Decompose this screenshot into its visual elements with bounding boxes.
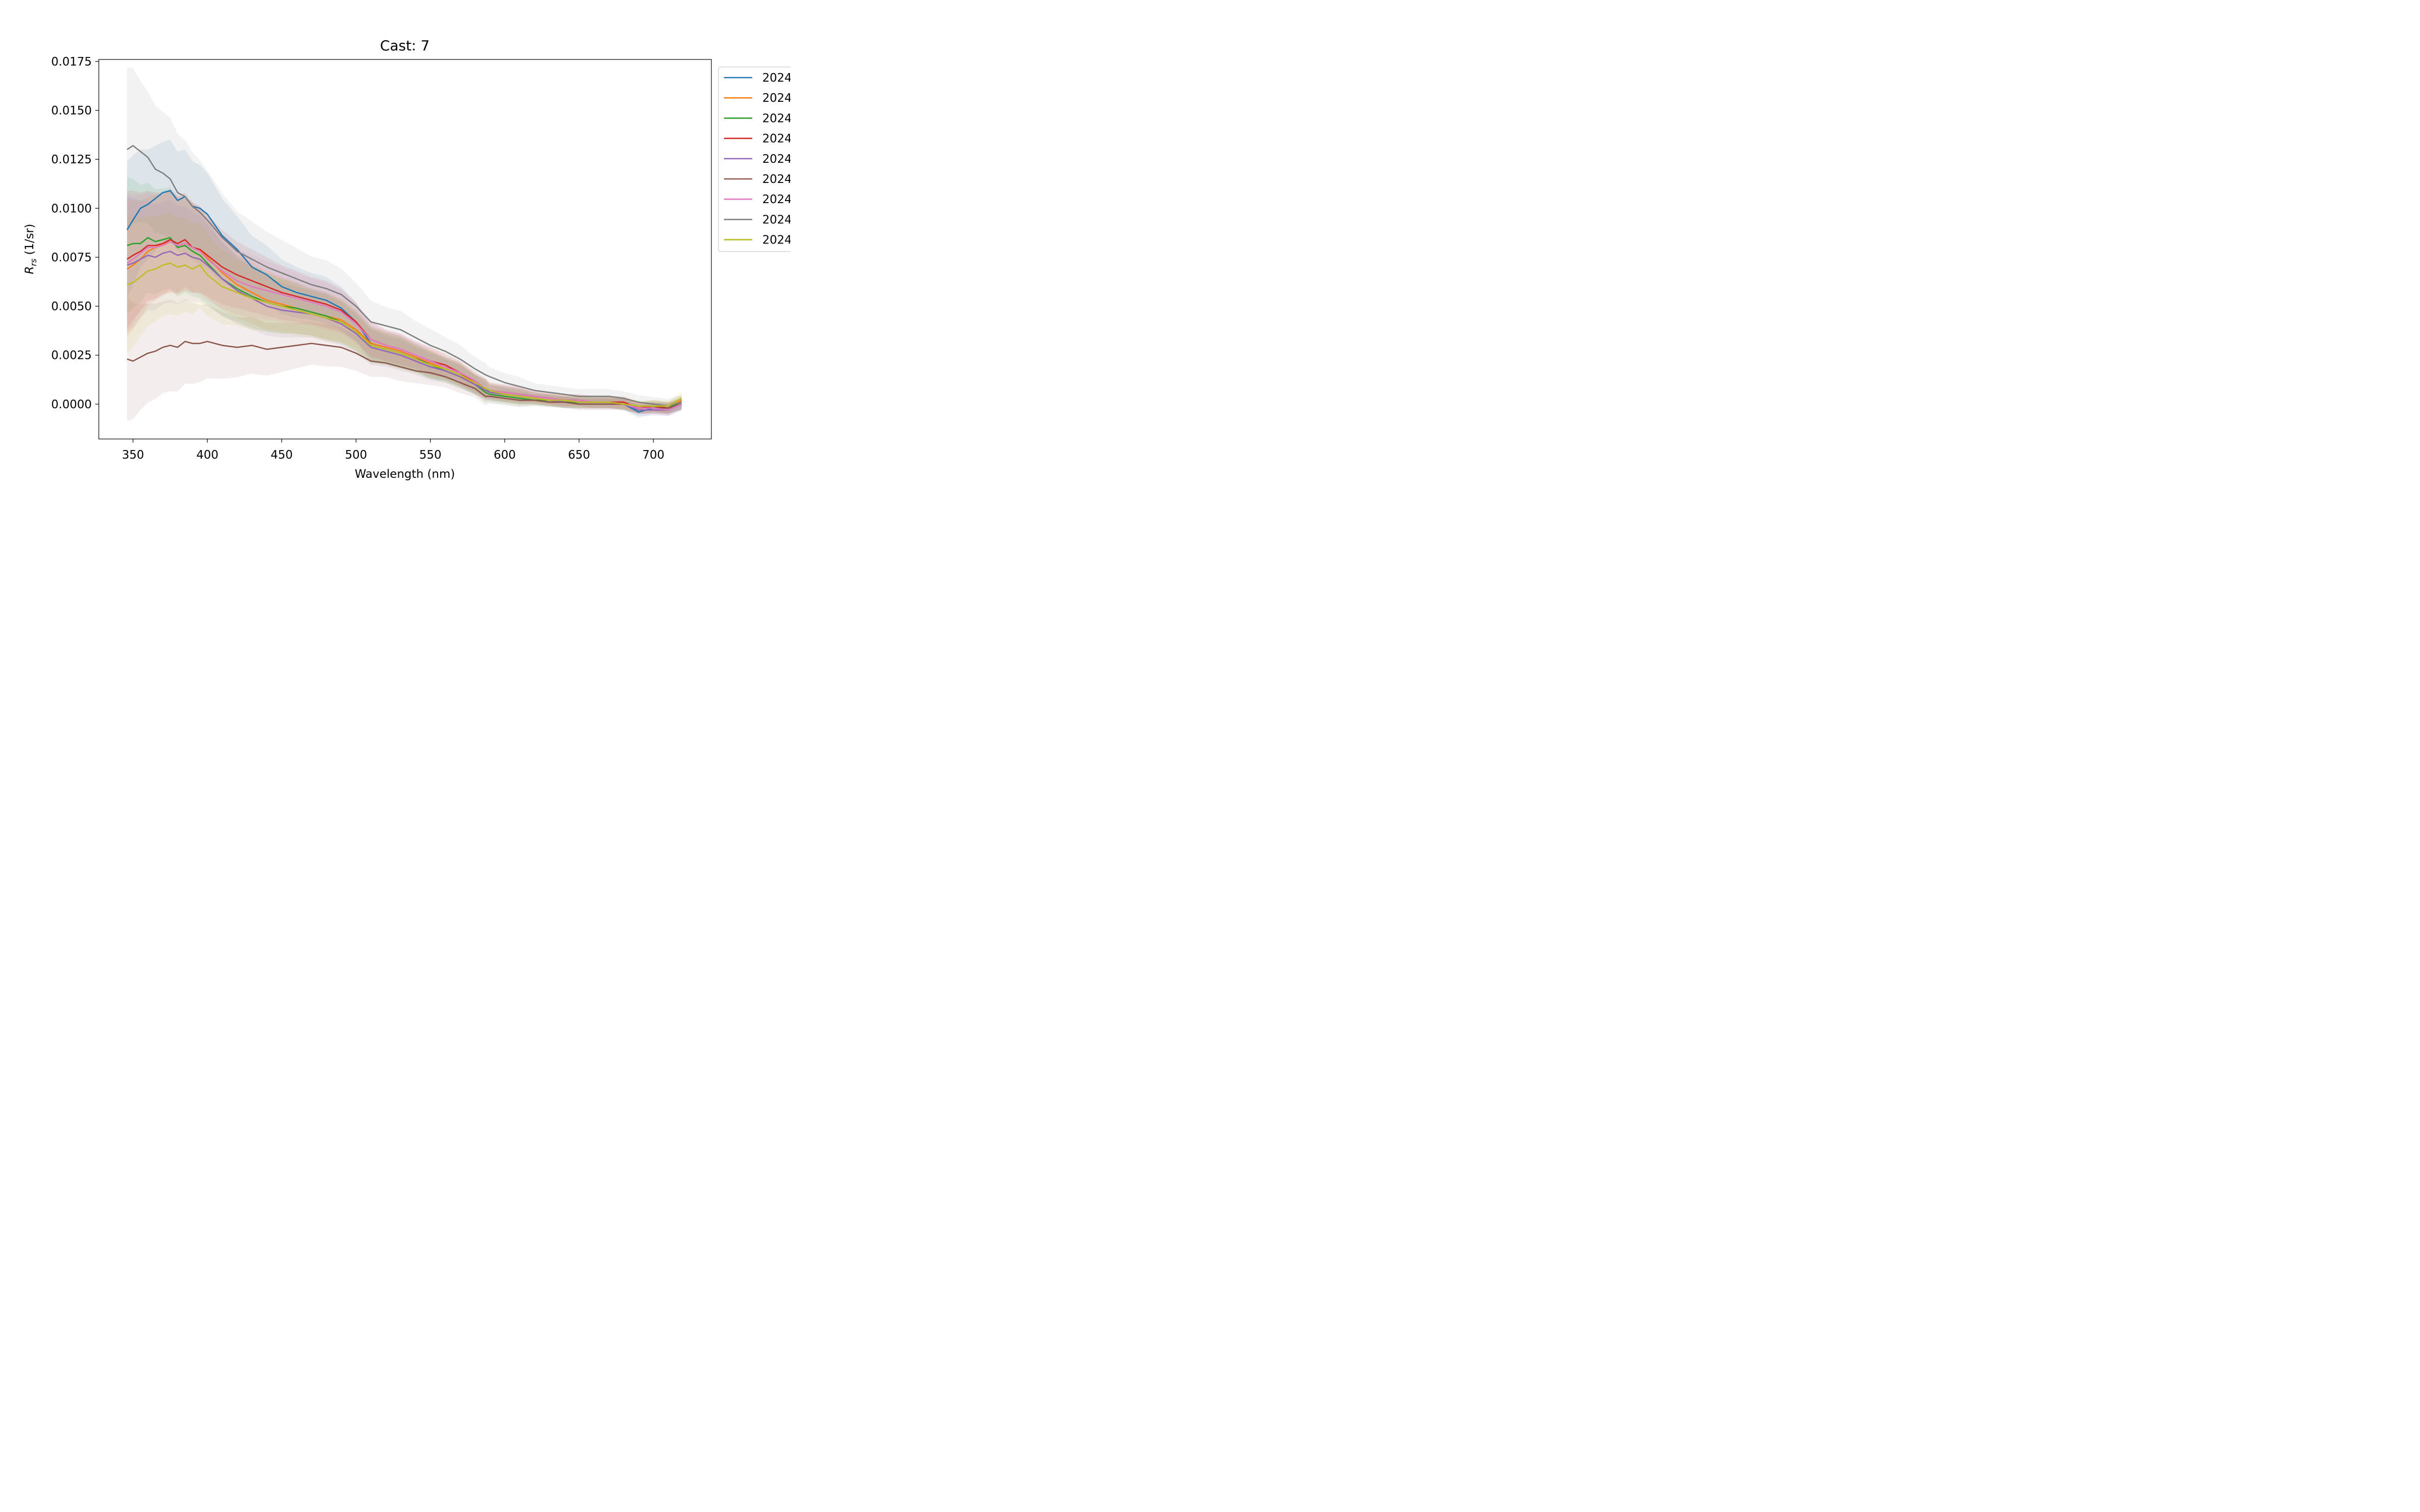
legend-label: 2024 [762, 92, 791, 105]
x-axis-ticks: 350 400 450 500 550 600 650 700 [122, 439, 664, 462]
series-4-band [127, 188, 682, 414]
x-tick-label: 400 [196, 449, 218, 462]
series-6-band [127, 297, 682, 421]
chart-title: Cast: 7 [380, 37, 430, 54]
series-9-band [127, 212, 682, 412]
legend-label: 2024 [762, 133, 791, 146]
legend-label: 2024 [762, 193, 791, 206]
legend-label: 2024 [762, 112, 791, 125]
x-tick-label: 350 [122, 449, 144, 462]
series-6-line [127, 341, 682, 409]
plot-frame [98, 59, 712, 439]
x-tick-label: 450 [271, 449, 293, 462]
series-1-band [127, 140, 682, 418]
x-tick-label: 700 [642, 449, 664, 462]
y-tick-label: 0.0125 [51, 153, 92, 166]
legend: 2024 2024 2024 2024 2024 2024 2024 2024 2024 [718, 67, 791, 252]
legend-frame [718, 67, 791, 252]
y-tick-label: 0.0025 [51, 349, 92, 362]
series-lines [126, 145, 682, 413]
series-2-band [127, 191, 682, 414]
chart-figure: 350 400 450 500 550 600 650 700 0.00000.00250.0… [23, 37, 791, 481]
x-axis-label: Wavelength (nm) [355, 468, 455, 481]
y-axis-label: Rrs (1/sr) [23, 224, 38, 274]
legend-label: 2024 [762, 234, 791, 247]
y-axis-label-main: R [23, 266, 36, 274]
y-tick-label: 0.0100 [51, 202, 92, 215]
series-7-line [127, 241, 682, 411]
y-tick-label: 0.0050 [51, 300, 92, 313]
x-tick-label: 650 [568, 449, 590, 462]
y-axis-ticks: 0.0000 0.0025 0.0050 0.0075 0.0100 0.0125 0.01… [51, 55, 99, 411]
series-8-band [127, 67, 682, 413]
series-3-band [127, 177, 682, 414]
series-8-line [127, 145, 682, 407]
legend-label: 2024 [762, 213, 791, 226]
series-9-line [127, 262, 682, 407]
x-tick-label: 500 [345, 449, 367, 462]
x-tick-label: 600 [494, 449, 516, 462]
y-axis-label-sub: rs [29, 259, 38, 266]
y-axis-label-unit: (1/sr) [23, 224, 36, 259]
series-7-band [127, 191, 682, 416]
y-tick-label: 0.0150 [51, 104, 92, 117]
x-tick-label: 550 [419, 449, 442, 462]
legend-label: 2024 [762, 173, 791, 186]
series-5-band [127, 196, 682, 416]
legend-label: 2024 [762, 72, 791, 85]
y-tick-label: 0.0175 [51, 55, 92, 69]
y-tick-label: 0.0075 [51, 251, 92, 264]
uncertainty-bands [127, 67, 682, 421]
legend-label: 2024 [762, 153, 791, 166]
y-tick-label: 0.0000 [51, 398, 92, 411]
